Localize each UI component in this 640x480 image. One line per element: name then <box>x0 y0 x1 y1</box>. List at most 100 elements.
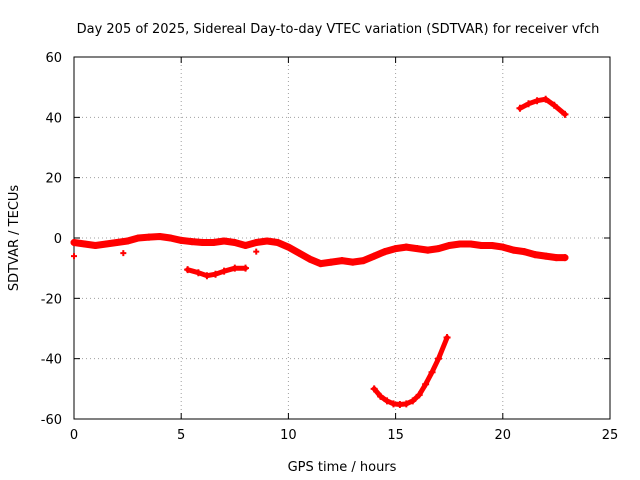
data-point <box>145 233 153 241</box>
x-tick-label: 5 <box>177 428 185 443</box>
y-tick-label: 20 <box>45 172 62 187</box>
y-axis-label: SDTVAR / TECUs <box>7 185 22 292</box>
data-point <box>456 240 464 248</box>
data-point <box>531 251 539 259</box>
data-point <box>542 95 550 103</box>
y-tick-label: 40 <box>45 111 62 126</box>
tick-layer: 0 5 10 15 20 25 -60 -40 -20 0 20 40 60 <box>41 51 619 443</box>
data-point <box>220 267 228 275</box>
data-point <box>284 243 292 251</box>
data-point <box>156 232 164 240</box>
grid-layer <box>74 57 610 419</box>
data-point <box>242 264 250 272</box>
data-point <box>295 249 303 257</box>
data-point <box>520 248 528 256</box>
data-point <box>552 254 560 262</box>
data-point <box>194 269 202 277</box>
data-point <box>392 245 400 253</box>
x-tick-label: 10 <box>280 428 297 443</box>
data-point <box>177 236 185 244</box>
data-point <box>370 252 378 260</box>
y-tick-label: 60 <box>45 51 62 66</box>
data-point <box>542 252 550 260</box>
data-point <box>134 234 142 242</box>
data-point <box>203 272 211 280</box>
data-point <box>415 391 423 399</box>
data-point <box>120 250 127 257</box>
data-point <box>231 264 239 272</box>
data-point <box>124 237 132 245</box>
series-u-curve <box>370 334 451 409</box>
data-point <box>242 242 250 250</box>
data-point <box>71 253 77 260</box>
series-upper-arc <box>516 95 569 118</box>
data-point <box>306 255 314 263</box>
series-line <box>70 233 569 268</box>
x-axis-label: GPS time / hours <box>288 460 397 475</box>
data-point <box>113 239 121 247</box>
data-point <box>327 258 335 266</box>
data-point <box>561 254 569 262</box>
x-tick-label: 15 <box>387 428 404 443</box>
series-outliers <box>71 248 260 260</box>
series-layer <box>70 95 569 409</box>
data-point <box>499 243 507 251</box>
data-point <box>434 245 442 253</box>
data-point <box>477 242 485 250</box>
data-point <box>70 239 78 247</box>
data-point <box>359 257 367 265</box>
data-point <box>102 240 110 248</box>
data-point <box>81 240 89 248</box>
x-tick-label: 0 <box>70 428 78 443</box>
data-point <box>467 240 475 248</box>
y-tick-label: -40 <box>41 353 62 368</box>
data-point <box>413 245 421 253</box>
data-point <box>525 100 533 108</box>
data-point <box>424 246 432 254</box>
data-point <box>510 246 518 254</box>
data-point <box>561 110 569 118</box>
series-line <box>517 96 568 117</box>
data-point <box>209 239 217 247</box>
data-point <box>338 257 346 265</box>
x-tick-label: 25 <box>602 428 619 443</box>
data-point <box>220 237 228 245</box>
data-point <box>402 400 410 408</box>
data-point <box>428 368 436 376</box>
data-point <box>91 242 99 250</box>
series-main <box>70 232 569 268</box>
y-tick-label: -60 <box>41 413 62 428</box>
data-point <box>533 97 541 105</box>
series-line <box>371 335 450 407</box>
data-point <box>389 400 397 408</box>
x-tick-label: 20 <box>495 428 512 443</box>
data-point <box>317 260 325 268</box>
data-point <box>377 392 385 400</box>
data-point <box>488 242 496 250</box>
y-tick-label: 0 <box>54 232 62 247</box>
data-point <box>253 248 260 255</box>
data-point <box>212 270 220 278</box>
data-point <box>383 397 391 405</box>
data-point <box>166 234 174 242</box>
data-point <box>409 397 417 405</box>
data-point <box>422 380 430 388</box>
data-point <box>443 334 451 342</box>
data-point <box>370 385 378 393</box>
data-point <box>550 101 558 109</box>
data-point <box>274 239 282 247</box>
data-point <box>188 238 196 246</box>
data-point <box>381 248 389 256</box>
data-point <box>349 258 357 266</box>
data-point <box>231 239 239 247</box>
data-point <box>516 104 524 112</box>
data-point <box>445 242 453 250</box>
data-point <box>263 237 271 245</box>
data-point <box>402 243 410 251</box>
data-point <box>184 266 192 274</box>
data-point <box>434 355 442 363</box>
data-point <box>252 239 260 247</box>
chart-title: Day 205 of 2025, Sidereal Day-to-day VTE… <box>77 22 600 37</box>
y-tick-label: -20 <box>41 292 62 307</box>
